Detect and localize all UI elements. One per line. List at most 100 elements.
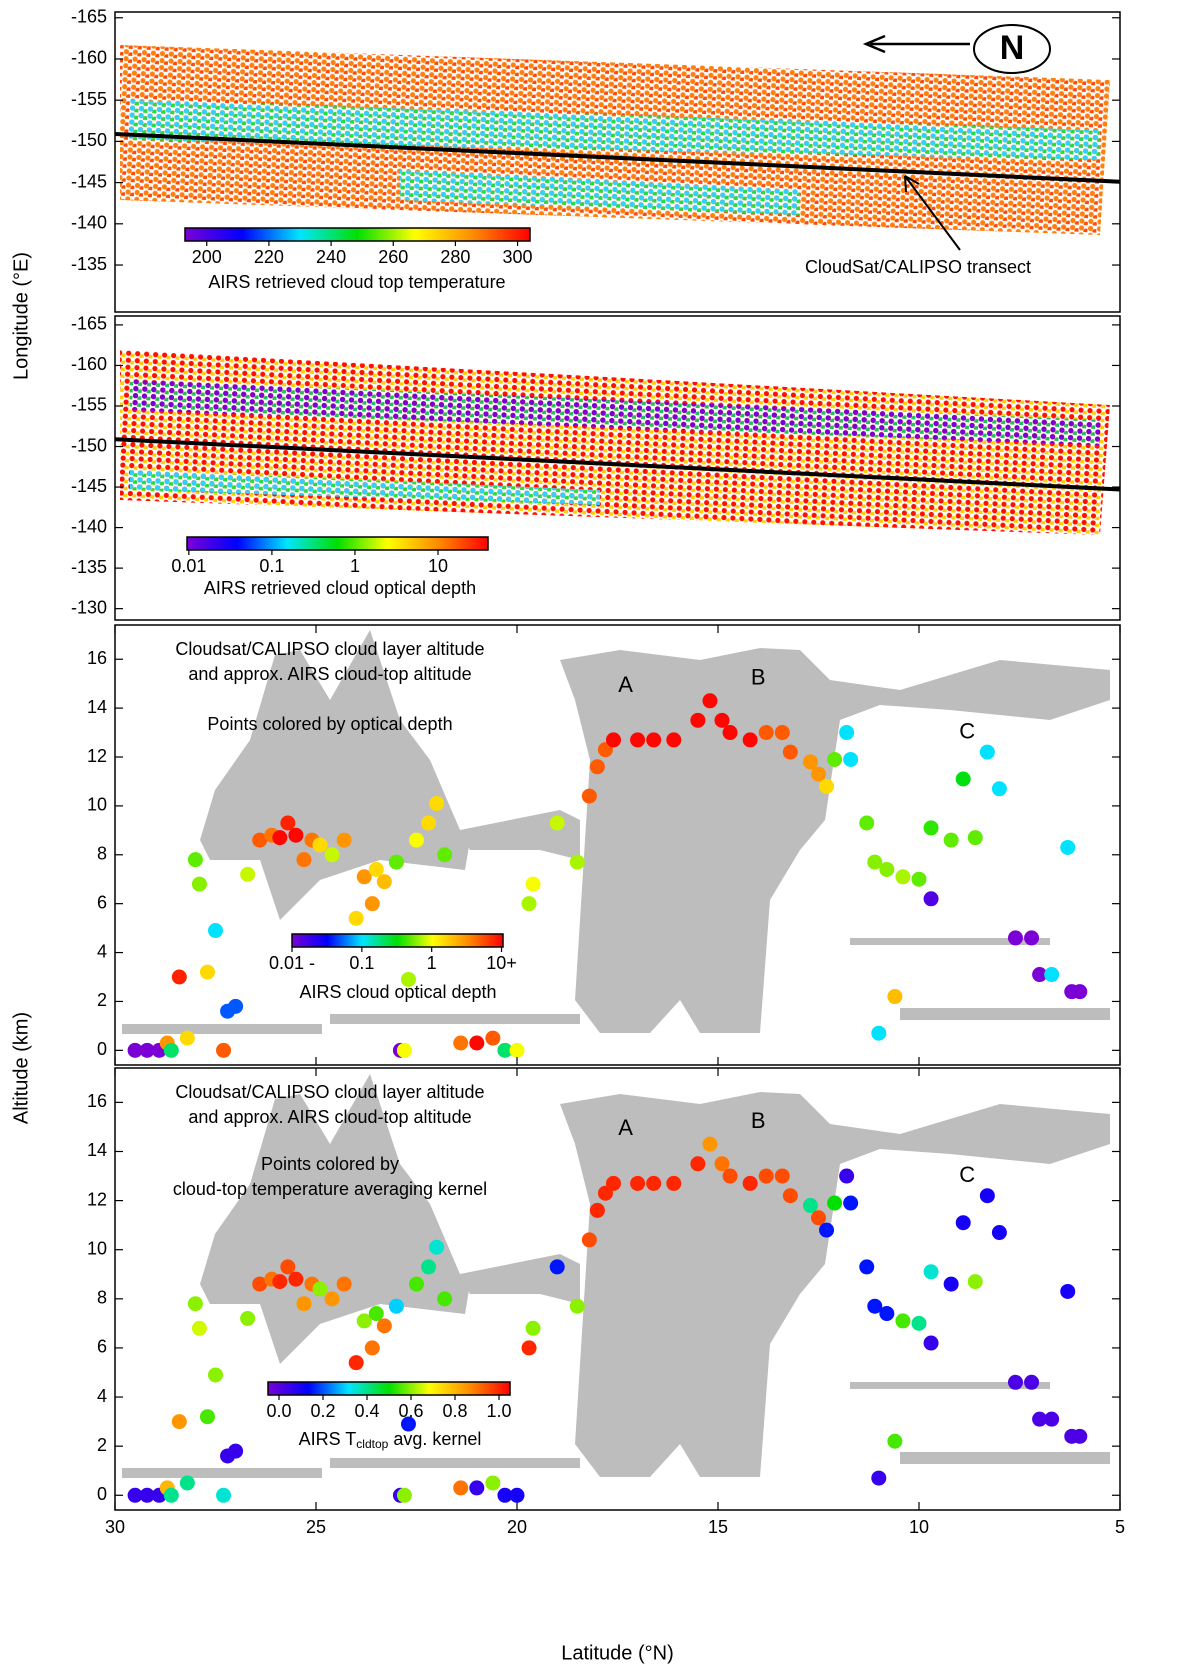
colorbar [291,933,504,948]
colorbar-tick-label: 0.01 - [269,953,315,973]
data-point [646,1175,662,1191]
y-tick-label: -165 [71,314,107,334]
panel-title: and approx. AIRS cloud-top altitude [188,664,471,684]
data-point [187,1296,203,1312]
data-point [955,1215,971,1231]
annotation: B [751,1108,766,1133]
data-point [605,1175,621,1191]
y-tick-label: 8 [97,1288,107,1308]
data-point [191,876,207,892]
y-tick-label: -150 [71,435,107,455]
data-point [240,1310,256,1326]
colorbar-tick-label: 1 [427,953,437,973]
data-point [819,778,835,794]
data-point [252,1276,268,1292]
data-point [179,1475,195,1491]
data-point [228,998,244,1014]
transect-arrow [904,175,961,251]
colorbar-tick-label: 0.2 [310,1401,335,1421]
data-point [722,1168,738,1184]
data-point [216,1042,232,1058]
colorbar-tick-label: 10 [428,556,448,576]
panel-frame [114,315,1121,621]
data-point [1032,967,1048,983]
data-point [437,847,453,863]
data-point [1060,839,1076,855]
north-arrow [862,34,970,54]
transect-label: CloudSat/CALIPSO transect [805,257,1031,277]
data-point [191,1320,207,1336]
data-point [839,725,855,741]
annotation: C [959,718,975,743]
data-point [453,1035,469,1051]
data-point [1072,1428,1088,1444]
data-point [409,1276,424,1292]
colorbar-tick-label: 0.0 [266,1401,291,1421]
data-point [630,732,646,748]
data-point [758,725,774,741]
data-point [127,1042,143,1058]
y-tick-label: -140 [71,516,107,536]
panel-title: and approx. AIRS cloud-top altitude [188,1107,471,1127]
y-tick-label: -145 [71,171,107,191]
data-point [429,795,445,811]
y-tick-label: 4 [97,1386,107,1406]
data-point [171,969,187,985]
x-tick-label: 30 [105,1517,125,1537]
panel-title: Points colored by [261,1154,399,1174]
colorbar-label: AIRS Tcldtop avg. kernel [299,1429,482,1451]
data-point [943,1276,959,1292]
data-point [324,847,340,863]
data-point [199,964,215,980]
data-point [774,1168,790,1184]
data-point [409,832,424,848]
data-point [336,1276,352,1292]
data-point [955,771,971,787]
colorbar-tick-label: 260 [378,247,408,267]
data-point [714,1156,730,1172]
colorbar-label: AIRS cloud optical depth [299,982,496,1002]
data-point [843,751,859,767]
data-point [690,1156,706,1172]
data-point [895,869,911,885]
y-tick-label: -155 [71,89,107,109]
data-point [139,1487,155,1503]
data-point [400,971,416,987]
data-point [396,1042,412,1058]
colorbar-tick-label: 0.1 [349,953,374,973]
north-label: N [1000,29,1025,67]
data-point [967,830,983,846]
data-point [967,1274,983,1290]
data-point [1007,930,1023,946]
data-point [525,876,541,892]
data-point [923,891,939,907]
data-point [979,744,995,760]
y-tick-label: -140 [71,213,107,233]
data-point [525,1320,541,1336]
data-point [348,910,364,926]
data-point [179,1030,195,1046]
data-point [187,852,203,868]
y-axis-label: Longitude (°E) [10,252,32,380]
data-point [690,712,706,728]
data-point [549,815,565,831]
data-point [364,896,380,912]
data-point [887,989,903,1005]
data-point [272,830,288,846]
data-point [782,1188,798,1204]
colorbar-tick-label: 300 [503,247,533,267]
data-point [802,1198,818,1214]
y-tick-label: -145 [71,476,107,496]
colorbar-tick-label: 0.8 [442,1401,467,1421]
panel-title: Points colored by optical depth [207,714,452,734]
data-point [774,725,790,741]
panel-title: Cloudsat/CALIPSO cloud layer altitude [175,639,484,659]
data-point [312,1281,328,1297]
data-point [1032,1411,1048,1427]
data-point [859,815,875,831]
y-tick-label: 10 [87,795,107,815]
annotation: A [618,1115,633,1140]
data-point [879,1306,895,1322]
data-point [240,866,256,882]
